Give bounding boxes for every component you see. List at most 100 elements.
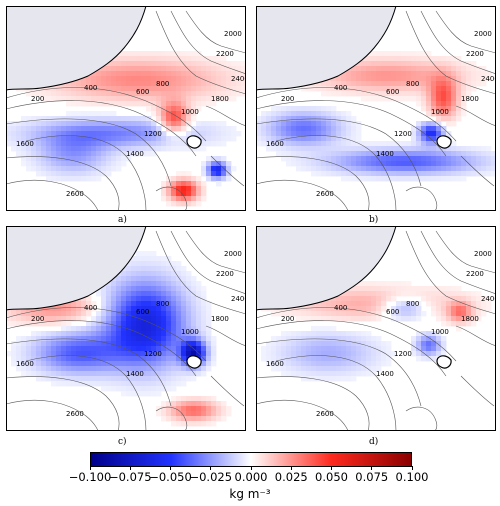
anomaly-cell bbox=[161, 291, 167, 297]
anomaly-cell bbox=[236, 91, 242, 97]
anomaly-cell bbox=[391, 96, 397, 102]
anomaly-cell bbox=[456, 91, 462, 97]
anomaly-cell bbox=[436, 156, 442, 162]
colorbar-tick-label: −0.025 bbox=[189, 470, 233, 484]
anomaly-cell bbox=[211, 396, 217, 402]
anomaly-cell bbox=[176, 71, 182, 77]
anomaly-cell bbox=[436, 131, 442, 137]
anomaly-cell bbox=[56, 306, 62, 312]
anomaly-cell bbox=[61, 331, 67, 337]
anomaly-cell bbox=[421, 56, 427, 62]
anomaly-cell bbox=[326, 86, 332, 92]
anomaly-cell bbox=[186, 191, 192, 197]
anomaly-cell bbox=[196, 291, 202, 297]
anomaly-cell bbox=[386, 291, 392, 297]
anomaly-cell bbox=[11, 131, 17, 137]
anomaly-cell bbox=[421, 96, 427, 102]
anomaly-cell bbox=[381, 96, 387, 102]
contour-label: 2200 bbox=[216, 270, 234, 278]
anomaly-cell bbox=[441, 86, 447, 92]
anomaly-cell bbox=[346, 176, 352, 182]
anomaly-cell bbox=[111, 116, 117, 122]
anomaly-cell bbox=[21, 151, 27, 157]
anomaly-cell bbox=[291, 351, 297, 357]
anomaly-cell bbox=[396, 166, 402, 172]
anomaly-cell bbox=[321, 366, 327, 372]
anomaly-cell bbox=[206, 351, 212, 357]
anomaly-cell bbox=[126, 126, 132, 132]
anomaly-cell bbox=[426, 286, 432, 292]
anomaly-cell bbox=[331, 121, 337, 127]
anomaly-cell bbox=[91, 301, 97, 307]
contour-label: 800 bbox=[406, 80, 419, 88]
anomaly-cell bbox=[461, 321, 467, 327]
anomaly-cell bbox=[201, 351, 207, 357]
anomaly-cell bbox=[21, 356, 27, 362]
anomaly-cell bbox=[311, 356, 317, 362]
anomaly-cell bbox=[386, 91, 392, 97]
anomaly-cell bbox=[166, 276, 172, 282]
anomaly-cell bbox=[36, 366, 42, 372]
anomaly-cell bbox=[206, 76, 212, 82]
anomaly-cell bbox=[131, 51, 137, 57]
anomaly-cell bbox=[306, 136, 312, 142]
anomaly-cell bbox=[186, 196, 192, 202]
anomaly-cell bbox=[41, 126, 47, 132]
anomaly-cell bbox=[41, 331, 47, 337]
anomaly-cell bbox=[6, 126, 12, 132]
contour-label: 400 bbox=[84, 84, 97, 92]
anomaly-cell bbox=[16, 361, 22, 367]
anomaly-cell bbox=[91, 331, 97, 337]
anomaly-cell bbox=[426, 136, 432, 142]
anomaly-cell bbox=[61, 126, 67, 132]
anomaly-cell bbox=[266, 111, 272, 117]
anomaly-cell bbox=[176, 311, 182, 317]
anomaly-cell bbox=[181, 96, 187, 102]
anomaly-cell bbox=[416, 301, 422, 307]
anomaly-cell bbox=[116, 276, 122, 282]
anomaly-cell bbox=[346, 351, 352, 357]
anomaly-cell bbox=[86, 86, 92, 92]
anomaly-cell bbox=[356, 346, 362, 352]
anomaly-cell bbox=[381, 76, 387, 82]
anomaly-cell bbox=[146, 281, 152, 287]
anomaly-cell bbox=[21, 156, 27, 162]
anomaly-cell bbox=[121, 156, 127, 162]
anomaly-cell bbox=[11, 146, 17, 152]
anomaly-cell bbox=[76, 86, 82, 92]
anomaly-cell bbox=[46, 146, 52, 152]
anomaly-cell bbox=[191, 396, 197, 402]
anomaly-cell bbox=[341, 291, 347, 297]
anomaly-cell bbox=[101, 116, 107, 122]
anomaly-cell bbox=[341, 131, 347, 137]
anomaly-cell bbox=[136, 86, 142, 92]
anomaly-cell bbox=[406, 301, 412, 307]
anomaly-cell bbox=[171, 96, 177, 102]
anomaly-cell bbox=[451, 161, 457, 167]
anomaly-cell bbox=[296, 151, 302, 157]
anomaly-cell bbox=[421, 66, 427, 72]
anomaly-cell bbox=[91, 116, 97, 122]
anomaly-cell bbox=[176, 281, 182, 287]
anomaly-cell bbox=[151, 361, 157, 367]
anomaly-cell bbox=[151, 91, 157, 97]
anomaly-cell bbox=[261, 351, 267, 357]
anomaly-cell bbox=[206, 321, 212, 327]
anomaly-cell bbox=[96, 356, 102, 362]
anomaly-cell bbox=[101, 336, 107, 342]
anomaly-cell bbox=[191, 416, 197, 422]
anomaly-cell bbox=[471, 151, 477, 157]
anomaly-cell bbox=[151, 251, 157, 257]
anomaly-cell bbox=[476, 76, 482, 82]
anomaly-cell bbox=[81, 141, 87, 147]
anomaly-cell bbox=[101, 301, 107, 307]
anomaly-cell bbox=[426, 341, 432, 347]
anomaly-cell bbox=[161, 401, 167, 407]
bathymetry-contour bbox=[6, 399, 99, 431]
anomaly-cell bbox=[121, 286, 127, 292]
anomaly-cell bbox=[406, 61, 412, 67]
anomaly-cell bbox=[96, 366, 102, 372]
anomaly-cell bbox=[331, 376, 337, 382]
anomaly-cell bbox=[201, 81, 207, 87]
anomaly-cell bbox=[196, 106, 202, 112]
